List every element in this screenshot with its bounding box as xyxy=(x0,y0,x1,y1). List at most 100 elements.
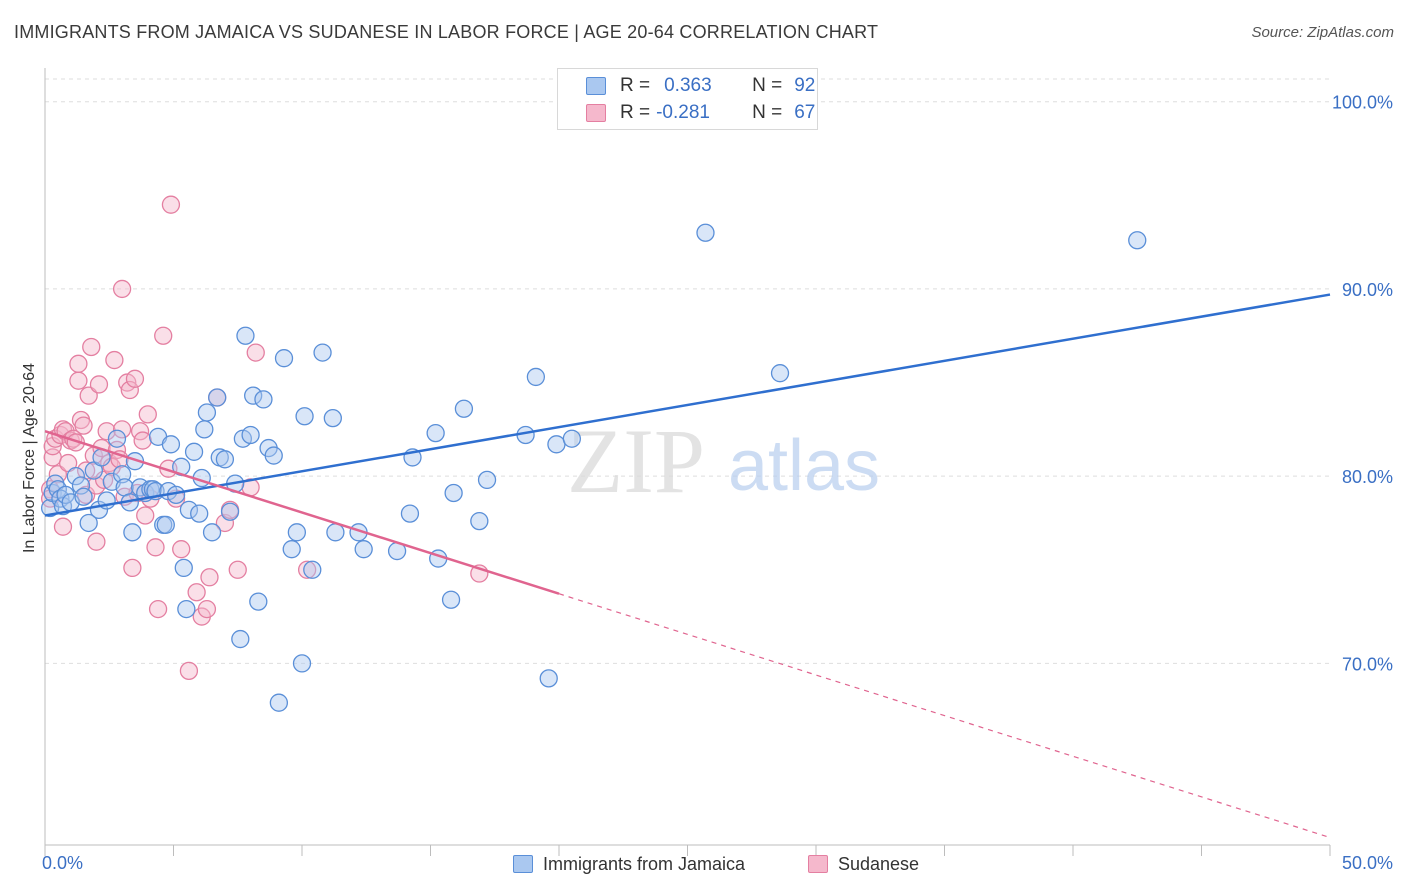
sudanese-point xyxy=(112,279,132,299)
n-value: 67 xyxy=(794,102,816,123)
jamaica-point xyxy=(241,425,260,445)
jamaica-point xyxy=(197,403,217,422)
jamaica-points xyxy=(40,92,1147,712)
y-tick-label: 100.0% xyxy=(1332,93,1393,113)
sudanese-point xyxy=(161,195,181,214)
n-value: 92 xyxy=(794,75,816,96)
jamaica-point xyxy=(107,429,127,448)
stats-legend: R = 0.363 N = 92 R = -0.281 N = 67 xyxy=(557,68,818,130)
sudanese-legend-label: Sudanese xyxy=(838,853,920,874)
sudanese-point xyxy=(154,326,173,345)
series-legend-jamaica: Immigrants from Jamaica xyxy=(513,852,745,876)
jamaica-point xyxy=(195,420,214,439)
jamaica-point xyxy=(323,408,342,428)
sudanese-point xyxy=(69,354,88,373)
axes xyxy=(44,68,1331,856)
sudanese-point xyxy=(148,599,168,619)
jamaica-point xyxy=(123,523,142,542)
jamaica-point xyxy=(244,386,263,405)
jamaica-point xyxy=(562,429,581,448)
sudanese-point xyxy=(82,337,101,357)
sudanese-point xyxy=(197,599,217,619)
n-label: N = xyxy=(752,102,783,123)
jamaica-legend-swatch xyxy=(513,855,533,873)
jamaica-point xyxy=(441,590,461,609)
sudanese-point xyxy=(87,532,106,551)
jamaica-point xyxy=(526,367,546,387)
series-legend-sudanese: Sudanese xyxy=(808,852,919,876)
jamaica-point xyxy=(287,523,307,542)
jamaica-point xyxy=(264,446,283,465)
tick-labels: 70.0% 80.0% 90.0% 100.0% 0.0% 50.0% xyxy=(42,93,1393,873)
sudanese-point xyxy=(179,661,199,681)
jamaica-point xyxy=(79,513,98,533)
trend-lines xyxy=(44,293,1331,839)
sudanese-point xyxy=(125,369,145,388)
jamaica-point xyxy=(400,504,420,523)
sudanese-point xyxy=(228,560,247,579)
jamaica-point xyxy=(274,349,294,368)
y-tick-label: 70.0% xyxy=(1342,654,1393,674)
jamaica-point xyxy=(220,502,240,521)
watermark: ZIP atlas xyxy=(567,410,880,512)
sudanese-point xyxy=(146,538,165,557)
jamaica-point xyxy=(547,435,566,454)
sudanese-swatch xyxy=(586,104,606,122)
chart-title: IMMIGRANTS FROM JAMAICA VS SUDANESE IN L… xyxy=(14,22,879,42)
watermark-atlas: atlas xyxy=(728,426,880,506)
x-tick-label-min: 0.0% xyxy=(42,853,83,873)
sudanese-point xyxy=(79,386,98,405)
jamaica-swatch xyxy=(586,77,606,95)
jamaica-point xyxy=(179,500,199,520)
jamaica-point xyxy=(74,487,93,506)
stats-row-sudanese: R = -0.281 N = 67 xyxy=(586,102,815,124)
jamaica-point xyxy=(454,399,474,418)
sudanese-point xyxy=(133,431,152,450)
jamaica-point xyxy=(326,523,345,542)
sudanese-point xyxy=(187,583,206,602)
x-tick-label-max: 50.0% xyxy=(1342,853,1393,873)
jamaica-point xyxy=(444,483,463,503)
sudanese-point xyxy=(53,517,73,536)
jamaica-point xyxy=(177,599,196,619)
stats-row-jamaica: R = 0.363 N = 92 xyxy=(586,75,815,97)
jamaica-point xyxy=(71,476,91,495)
sudanese-point xyxy=(120,380,139,400)
jamaica-point xyxy=(231,629,250,649)
jamaica-point xyxy=(208,388,227,407)
jamaica-trend-line xyxy=(44,293,1331,517)
jamaica-point xyxy=(303,560,322,579)
sudanese-point xyxy=(246,343,265,362)
jamaica-point xyxy=(539,669,558,688)
sudanese-point xyxy=(136,506,155,525)
sudanese-point xyxy=(200,568,219,587)
sudanese-point xyxy=(112,420,132,439)
jamaica-point xyxy=(202,523,222,542)
sudanese-legend-swatch xyxy=(808,855,828,873)
jamaica-point xyxy=(696,223,715,242)
n-label: N = xyxy=(752,75,783,96)
sudanese-point xyxy=(69,371,88,390)
watermark-zip: ZIP xyxy=(567,410,705,512)
sudanese-points xyxy=(40,195,489,681)
sudanese-point xyxy=(138,405,157,424)
jamaica-point xyxy=(254,390,273,409)
jamaica-point xyxy=(354,540,373,559)
r-label: R = xyxy=(620,75,651,96)
jamaica-point xyxy=(313,343,332,362)
jamaica-point xyxy=(184,442,204,461)
jamaica-point xyxy=(66,467,85,486)
jamaica-point xyxy=(1128,231,1147,250)
source-credit: Source: ZipAtlas.com xyxy=(1251,24,1394,41)
sudanese-point xyxy=(123,558,142,578)
r-label: R = xyxy=(620,102,651,123)
y-tick-label: 90.0% xyxy=(1342,280,1393,300)
jamaica-legend-label: Immigrants from Jamaica xyxy=(543,853,746,874)
jamaica-point xyxy=(295,407,314,426)
sudanese-trend-line-extension xyxy=(558,593,1331,839)
jamaica-point xyxy=(161,435,181,454)
jamaica-point xyxy=(174,558,193,578)
jamaica-point xyxy=(477,470,497,490)
sudanese-point xyxy=(172,540,191,559)
